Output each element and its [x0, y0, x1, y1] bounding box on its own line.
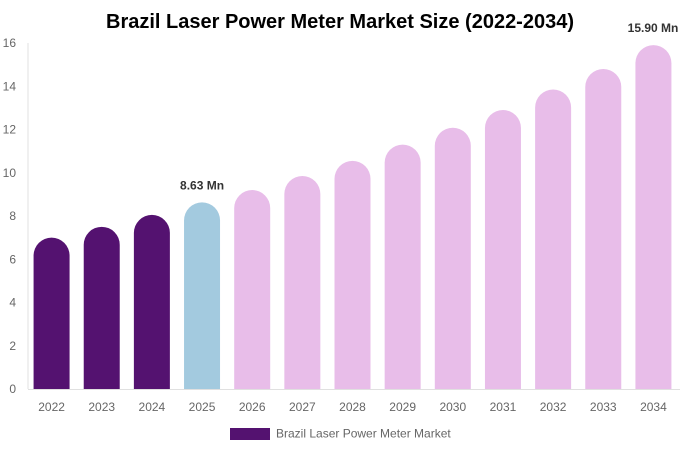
chart-title: Brazil Laser Power Meter Market Size (20… — [106, 11, 574, 33]
bar-2033[interactable] — [585, 68, 622, 389]
x-tick-label: 2026 — [239, 400, 266, 414]
bar-2029[interactable] — [384, 144, 421, 389]
data-label: 15.90 Mn — [628, 21, 679, 35]
bar-2034[interactable] — [635, 45, 672, 389]
x-tick-label: 2032 — [540, 400, 567, 414]
x-tick-label: 2033 — [590, 400, 617, 414]
y-tick-label: 2 — [9, 339, 16, 353]
y-tick-label: 6 — [9, 252, 16, 266]
bar-2023[interactable] — [83, 226, 120, 389]
legend-swatch[interactable] — [230, 428, 270, 440]
y-tick-label: 12 — [3, 123, 17, 137]
x-tick-label: 2023 — [88, 400, 115, 414]
x-tick-label: 2024 — [139, 400, 166, 414]
x-tick-label: 2028 — [339, 400, 366, 414]
data-label: 8.63 Mn — [180, 178, 224, 192]
bar-2024[interactable] — [133, 214, 170, 389]
y-tick-label: 16 — [3, 36, 17, 50]
x-tick-label: 2034 — [640, 400, 667, 414]
x-tick-label: 2029 — [389, 400, 416, 414]
x-tick-label: 2030 — [439, 400, 466, 414]
y-tick-label: 10 — [3, 166, 17, 180]
bar-2028[interactable] — [334, 160, 371, 389]
y-tick-label: 14 — [3, 79, 17, 93]
x-tick-label: 2025 — [189, 400, 216, 414]
legend-label[interactable]: Brazil Laser Power Meter Market — [276, 427, 451, 441]
bar-2027[interactable] — [284, 176, 321, 389]
x-tick-label: 2031 — [490, 400, 517, 414]
x-tick-label: 2027 — [289, 400, 316, 414]
bar-2022[interactable] — [33, 237, 70, 389]
legend: Brazil Laser Power Meter Market — [230, 427, 451, 441]
y-tick-label: 0 — [9, 382, 16, 396]
y-tick-label: 4 — [9, 296, 16, 310]
bar-2025[interactable] — [184, 202, 221, 389]
bar-2032[interactable] — [535, 89, 572, 390]
x-tick-label: 2022 — [38, 400, 65, 414]
bar-2031[interactable] — [484, 110, 521, 389]
bar-2026[interactable] — [234, 190, 271, 389]
y-tick-label: 8 — [9, 209, 16, 223]
bar-2030[interactable] — [434, 127, 471, 389]
